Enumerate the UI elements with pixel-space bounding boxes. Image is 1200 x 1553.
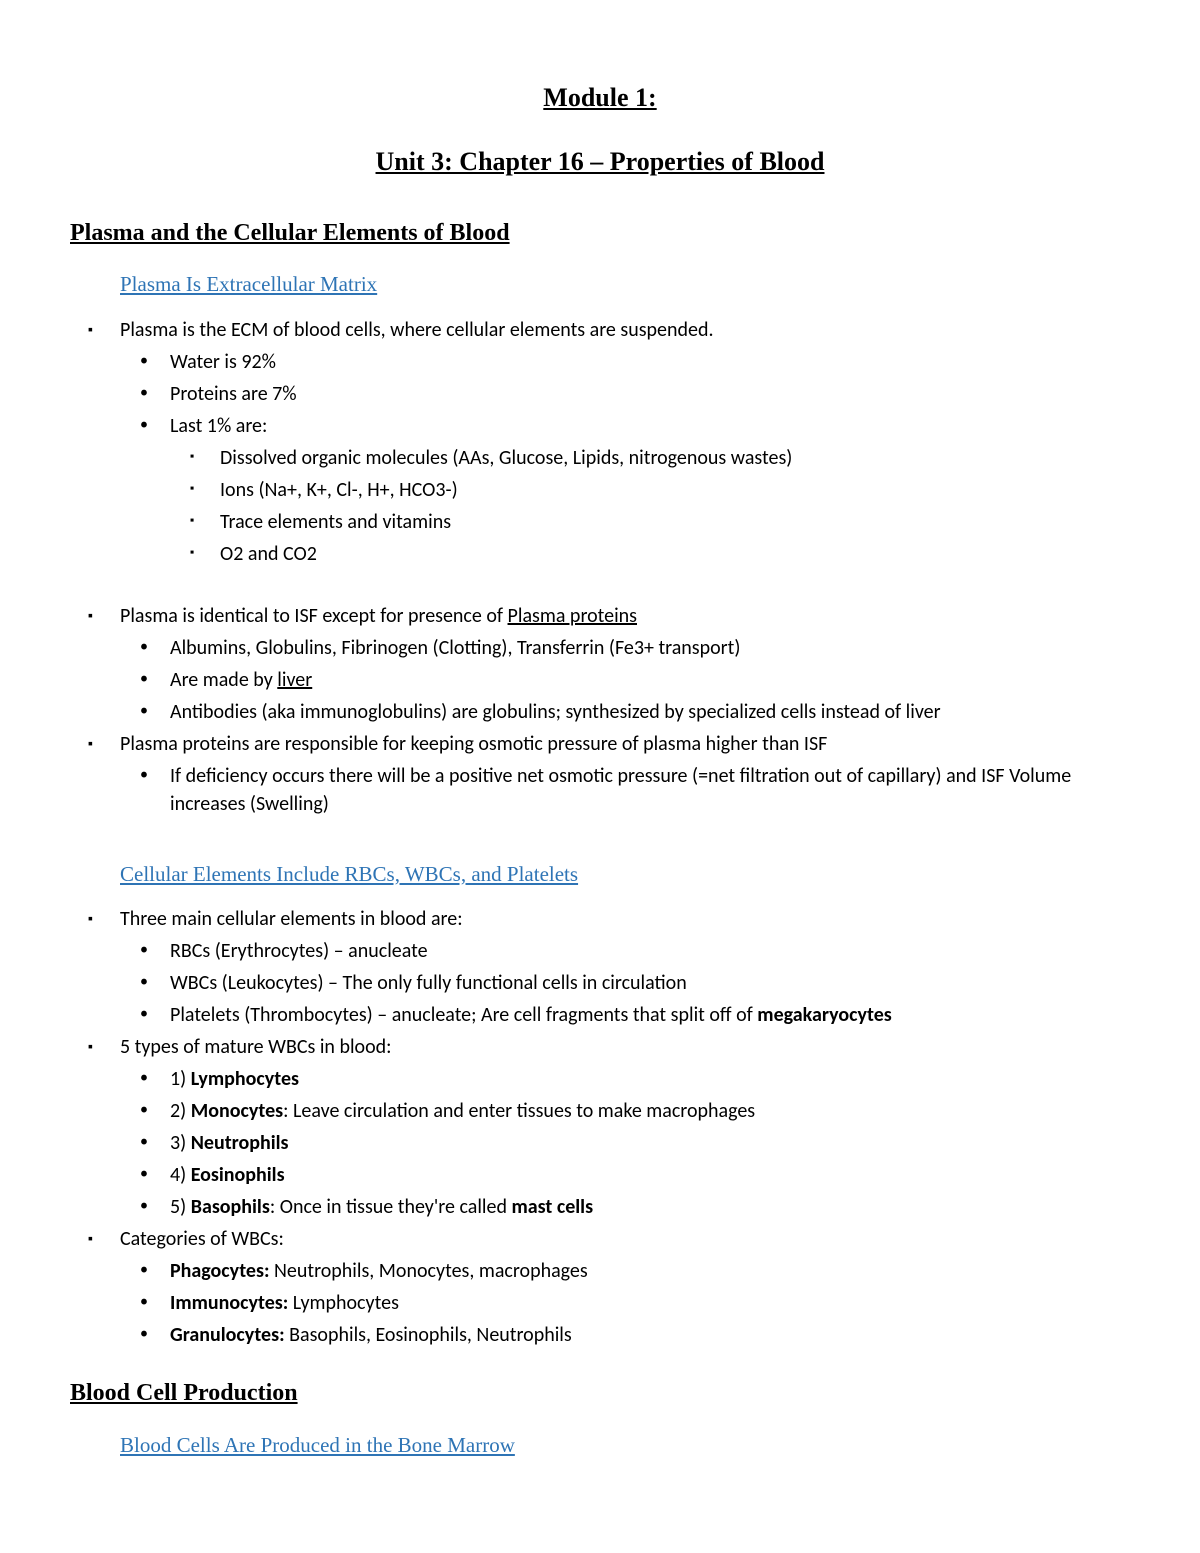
list-plasma-composition: Water is 92% Proteins are 7% Last 1% are… [120,348,1130,568]
list-item: Albumins, Globulins, Fibrinogen (Clottin… [120,634,1130,662]
section-heading-blood-production: Blood Cell Production [70,1377,1130,1411]
subsection-heading-cellular-elements: Cellular Elements Include RBCs, WBCs, an… [120,860,1130,889]
bold-text: megakaryocytes [757,1003,891,1027]
list-item: 5 types of mature WBCs in blood: 1) Lymp… [70,1033,1130,1221]
list-wbc-categories: Phagocytes: Neutrophils, Monocytes, macr… [120,1257,1130,1349]
list-item: Proteins are 7% [120,380,1130,408]
list-osmotic-pressure: If deficiency occurs there will be a pos… [120,762,1130,818]
bold-text: mast cells [511,1195,593,1219]
list-item: Plasma is the ECM of blood cells, where … [70,316,1130,568]
spacer [70,836,1130,852]
underlined-text: liver [277,668,312,692]
bold-text: Immunocytes: [170,1291,288,1315]
list-item-text: Neutrophils, Monocytes, macrophages [269,1259,587,1283]
bold-text: Phagocytes: [170,1259,269,1283]
list-item: 2) Monocytes: Leave circulation and ente… [120,1097,1130,1125]
list-item: Immunocytes: Lymphocytes [120,1289,1130,1317]
list-item-text: Platelets (Thrombocytes) – anucleate; Ar… [170,1003,757,1027]
list-item-text: : Leave circulation and enter tissues to… [283,1099,755,1123]
list-item-text: 2) [170,1099,191,1123]
list-item: Water is 92% [120,348,1130,376]
bold-text: Neutrophils [191,1131,289,1155]
list-last-one-percent: Dissolved organic molecules (AAs, Glucos… [170,444,1130,568]
list-plasma-proteins: Albumins, Globulins, Fibrinogen (Clottin… [120,634,1130,726]
bold-text: Lymphocytes [191,1067,299,1091]
list-item: RBCs (Erythrocytes) – anucleate [120,937,1130,965]
section-heading-plasma: Plasma and the Cellular Elements of Bloo… [70,217,1130,251]
bold-text: Granulocytes: [170,1323,285,1347]
list-item: 5) Basophils: Once in tissue they're cal… [120,1193,1130,1221]
list-item-text: Last 1% are: [170,414,267,438]
list-item: Categories of WBCs: Phagocytes: Neutroph… [70,1225,1130,1349]
list-item-text: Are made by [170,668,277,692]
list-item: 3) Neutrophils [120,1129,1130,1157]
list-item-text: Plasma proteins are responsible for keep… [120,732,827,756]
list-item-text: Plasma is identical to ISF except for pr… [120,604,508,628]
unit-title: Unit 3: Chapter 16 – Properties of Blood [70,144,1130,180]
bold-text: Basophils [191,1195,270,1219]
list-item: Trace elements and vitamins [170,508,1130,536]
list-item: Granulocytes: Basophils, Eosinophils, Ne… [120,1321,1130,1349]
list-item-text: Three main cellular elements in blood ar… [120,907,463,931]
list-item-text: : Once in tissue they're called [270,1195,512,1219]
list-item: If deficiency occurs there will be a pos… [120,762,1130,818]
module-title: Module 1: [70,80,1130,116]
list-item: Dissolved organic molecules (AAs, Glucos… [170,444,1130,472]
list-cellular-elements: Three main cellular elements in blood ar… [70,905,1130,1349]
list-item-text: 1) [170,1067,191,1091]
bold-text: Eosinophils [191,1163,285,1187]
list-item-text: 4) [170,1163,191,1187]
spacer [70,586,1130,602]
list-item-text: Basophils, Eosinophils, Neutrophils [285,1323,572,1347]
list-item: Last 1% are: Dissolved organic molecules… [120,412,1130,568]
list-item: Plasma proteins are responsible for keep… [70,730,1130,818]
list-plasma-ecm: Plasma is the ECM of blood cells, where … [70,316,1130,568]
subsection-heading-bone-marrow: Blood Cells Are Produced in the Bone Mar… [120,1431,1130,1460]
list-item: O2 and CO2 [170,540,1130,568]
list-item-text: 3) [170,1131,191,1155]
list-item: 1) Lymphocytes [120,1065,1130,1093]
subsection-heading-plasma-ecm: Plasma Is Extracellular Matrix [120,270,1130,299]
list-item-text: 5 types of mature WBCs in blood: [120,1035,392,1059]
list-item: Ions (Na+, K+, Cl-, H+, HCO3-) [170,476,1130,504]
list-item: Platelets (Thrombocytes) – anucleate; Ar… [120,1001,1130,1029]
list-item: Three main cellular elements in blood ar… [70,905,1130,1029]
list-item-text: Lymphocytes [288,1291,399,1315]
bold-text: Monocytes [191,1099,283,1123]
list-item-text: Plasma is the ECM of blood cells, where … [120,318,714,342]
list-item-text: 5) [170,1195,191,1219]
list-item: Plasma is identical to ISF except for pr… [70,602,1130,726]
list-item-text: Categories of WBCs: [120,1227,284,1251]
list-item: Phagocytes: Neutrophils, Monocytes, macr… [120,1257,1130,1285]
list-item: 4) Eosinophils [120,1161,1130,1189]
list-three-elements: RBCs (Erythrocytes) – anucleate WBCs (Le… [120,937,1130,1029]
list-plasma-isf: Plasma is identical to ISF except for pr… [70,602,1130,818]
underlined-text: Plasma proteins [508,604,637,628]
list-item: WBCs (Leukocytes) – The only fully funct… [120,969,1130,997]
list-item: Are made by liver [120,666,1130,694]
list-item: Antibodies (aka immunoglobulins) are glo… [120,698,1130,726]
list-wbc-types: 1) Lymphocytes 2) Monocytes: Leave circu… [120,1065,1130,1221]
